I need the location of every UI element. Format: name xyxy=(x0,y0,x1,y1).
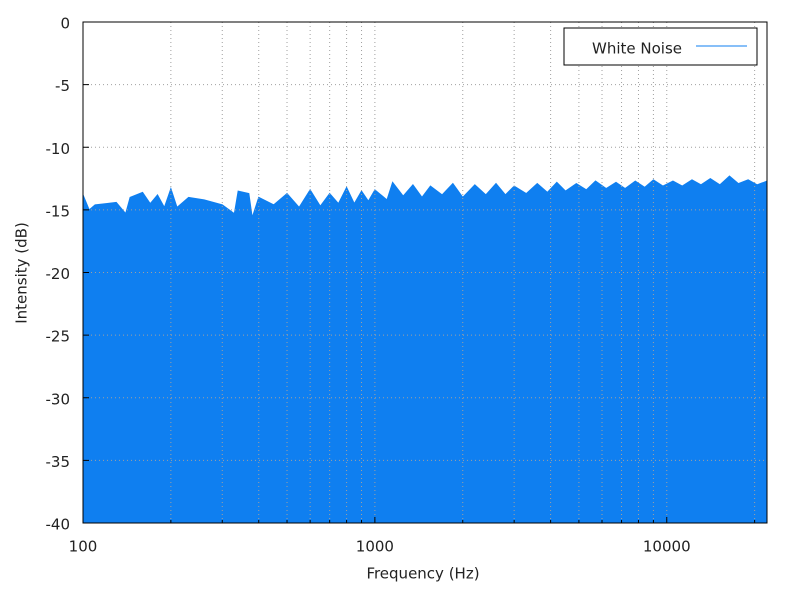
x-axis-label: Frequency (Hz) xyxy=(366,565,479,583)
y-tick-label: -10 xyxy=(46,140,71,158)
legend-label: White Noise xyxy=(592,40,682,58)
y-tick-label: -30 xyxy=(46,390,71,408)
y-tick-label: -20 xyxy=(46,265,71,283)
y-tick-label: -25 xyxy=(46,328,71,346)
legend: White Noise xyxy=(563,27,758,66)
x-tick-label: 100 xyxy=(69,538,98,556)
y-tick-label: -5 xyxy=(55,77,70,95)
y-tick-label: 0 xyxy=(60,15,70,33)
x-tick-label: 1000 xyxy=(356,538,394,556)
y-tick-label: -15 xyxy=(46,202,71,220)
x-tick-label: 10000 xyxy=(643,538,691,556)
y-tick-label: -40 xyxy=(46,516,71,534)
area xyxy=(82,175,768,524)
y-tick-label: -35 xyxy=(46,453,71,471)
y-axis-label: Intensity (dB) xyxy=(13,222,31,324)
